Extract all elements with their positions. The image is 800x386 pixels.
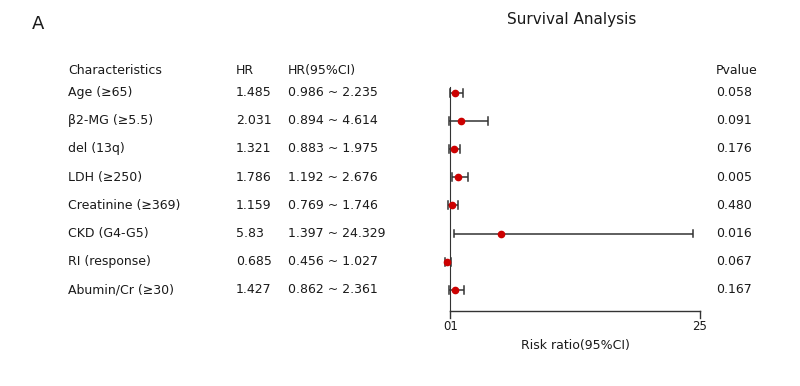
Text: 0.894 ~ 4.614: 0.894 ~ 4.614	[288, 114, 378, 127]
Text: 0.058: 0.058	[716, 86, 752, 99]
Text: 0.685: 0.685	[236, 255, 272, 268]
Text: β2-MG (≥5.5): β2-MG (≥5.5)	[68, 114, 153, 127]
Text: Pvalue: Pvalue	[716, 64, 758, 77]
Text: HR(95%CI): HR(95%CI)	[288, 64, 356, 77]
Text: 25: 25	[693, 320, 707, 333]
Text: RI (response): RI (response)	[68, 255, 151, 268]
Text: 1.192 ~ 2.676: 1.192 ~ 2.676	[288, 171, 378, 184]
Text: Characteristics: Characteristics	[68, 64, 162, 77]
Text: 0.016: 0.016	[716, 227, 752, 240]
Text: Risk ratio(95%CI): Risk ratio(95%CI)	[521, 339, 630, 352]
Text: CKD (G4-G5): CKD (G4-G5)	[68, 227, 149, 240]
Text: 0.176: 0.176	[716, 142, 752, 156]
Text: A: A	[32, 15, 44, 34]
Text: 0.091: 0.091	[716, 114, 752, 127]
Text: 0.862 ~ 2.361: 0.862 ~ 2.361	[288, 283, 378, 296]
Text: Abumin/Cr (≥30): Abumin/Cr (≥30)	[68, 283, 174, 296]
Text: 0.769 ~ 1.746: 0.769 ~ 1.746	[288, 199, 378, 212]
Text: 0.456 ~ 1.027: 0.456 ~ 1.027	[288, 255, 378, 268]
Text: Creatinine (≥369): Creatinine (≥369)	[68, 199, 180, 212]
Text: 0.883 ~ 1.975: 0.883 ~ 1.975	[288, 142, 378, 156]
Text: del (13q): del (13q)	[68, 142, 125, 156]
Text: Age (≥65): Age (≥65)	[68, 86, 132, 99]
Text: 0.986 ~ 2.235: 0.986 ~ 2.235	[288, 86, 378, 99]
Text: 1.485: 1.485	[236, 86, 272, 99]
Text: 0.067: 0.067	[716, 255, 752, 268]
Text: 1.397 ~ 24.329: 1.397 ~ 24.329	[288, 227, 386, 240]
Text: 0.005: 0.005	[716, 171, 752, 184]
Text: 1.427: 1.427	[236, 283, 272, 296]
Text: 0.480: 0.480	[716, 199, 752, 212]
Text: 5.83: 5.83	[236, 227, 264, 240]
Text: LDH (≥250): LDH (≥250)	[68, 171, 142, 184]
Text: 01: 01	[443, 320, 458, 333]
Text: 2.031: 2.031	[236, 114, 272, 127]
Text: 0.167: 0.167	[716, 283, 752, 296]
Text: 1.321: 1.321	[236, 142, 271, 156]
Text: Survival Analysis: Survival Analysis	[507, 12, 637, 27]
Text: 1.786: 1.786	[236, 171, 272, 184]
Text: HR: HR	[236, 64, 254, 77]
Text: 1.159: 1.159	[236, 199, 272, 212]
